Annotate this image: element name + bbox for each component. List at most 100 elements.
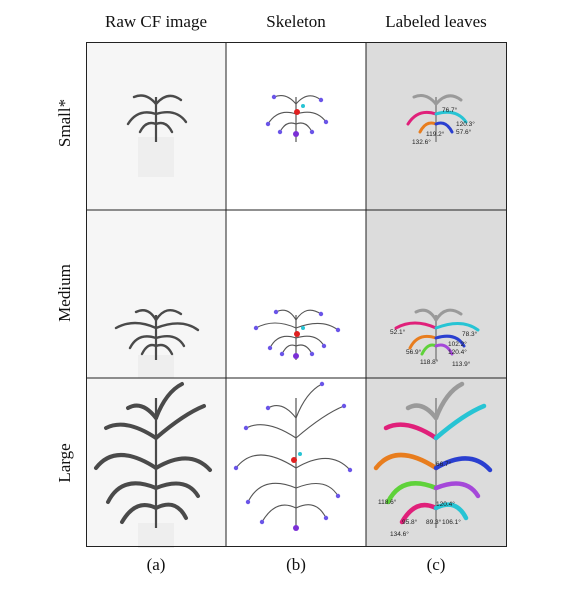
skeleton-junction-secondary xyxy=(298,452,302,456)
angle-label: 106.1° xyxy=(442,518,461,526)
plant-leaf xyxy=(154,382,184,420)
skeleton-node xyxy=(323,119,329,125)
plant-leaf xyxy=(154,111,188,124)
grid-border xyxy=(86,42,507,547)
angle-label: 132.6° xyxy=(412,138,431,146)
skeleton-node xyxy=(318,311,324,317)
panel-r2-c1 xyxy=(226,378,366,546)
column-title-skeleton: Skeleton xyxy=(266,12,326,31)
skeleton-branch xyxy=(235,454,297,469)
skeleton-node xyxy=(273,309,279,315)
skeleton-node xyxy=(293,525,299,531)
plant-leaf xyxy=(138,121,158,134)
column-title-raw: Raw CF image xyxy=(105,12,207,31)
skeleton-branch xyxy=(247,482,297,503)
labeled-leaf xyxy=(373,452,439,471)
skeleton-node xyxy=(341,403,347,409)
angle-label: 134.6° xyxy=(390,530,409,538)
angle-label: 66.7° xyxy=(436,460,452,468)
plant-leaf xyxy=(154,481,200,498)
skeleton-branch xyxy=(255,322,297,329)
plant-leaf xyxy=(140,343,158,356)
labeled-leaf xyxy=(434,121,454,134)
labeled-leaf xyxy=(434,110,468,124)
plant-leaf xyxy=(154,308,183,322)
angle-label: 120.4° xyxy=(436,500,455,508)
skeleton-node xyxy=(293,353,299,359)
skeleton-node xyxy=(309,129,315,135)
skeleton-node xyxy=(321,343,327,349)
labeled-leaf xyxy=(434,94,463,106)
plant-leaf xyxy=(126,111,158,126)
plant-leaf xyxy=(134,309,158,322)
plant-leaf xyxy=(94,453,158,470)
angle-label: 76.7° xyxy=(442,106,458,114)
labeled-leaf xyxy=(414,308,438,322)
skeleton-branch xyxy=(267,405,297,419)
labeled-leaf xyxy=(406,110,438,126)
labeled-leaf xyxy=(399,502,439,525)
labeled-leaf xyxy=(418,121,438,134)
skeleton-node xyxy=(259,519,265,525)
angle-label: 118.6° xyxy=(378,498,397,506)
plant-leaf xyxy=(154,343,174,356)
panel-r0-c2: 76.7° 120.3°57.6° 119.2°132.6° xyxy=(366,42,506,210)
plant-leaf xyxy=(154,456,212,472)
plant-leaf xyxy=(154,502,188,520)
pot-shape xyxy=(138,137,174,177)
skeleton-node xyxy=(265,405,271,411)
labeled-leaf xyxy=(433,481,481,499)
panel-r2-c0 xyxy=(86,378,226,548)
panel-r1-c0 xyxy=(86,210,226,395)
column-title-labeled: Labeled leaves xyxy=(385,12,487,31)
angle-label: 78.3° xyxy=(462,330,478,338)
panel-r0-c0 xyxy=(86,42,226,210)
plant-leaf xyxy=(154,404,206,440)
skeleton-node xyxy=(279,351,285,357)
labeled-leaf xyxy=(434,343,454,356)
angle-label: 118.8° xyxy=(420,358,439,366)
figure-grid: 76.7° 120.3°57.6° 119.2°132.6° 52.1° 78.3° 10… xyxy=(86,42,507,548)
skeleton-junction xyxy=(294,109,300,115)
skeleton-branch xyxy=(295,322,339,331)
panel-r1-c2: 52.1° 78.3° 102.2° 56.9° 120.4° 118.8° 113.9° xyxy=(366,210,506,378)
column-letter-c: (c) xyxy=(426,555,446,574)
labeled-leaf xyxy=(434,322,480,332)
plant-leaf xyxy=(132,94,158,106)
labeled-leaf xyxy=(405,403,439,421)
skeleton-node xyxy=(253,325,259,331)
column-letter-a: (a) xyxy=(146,555,166,574)
panel-r1-c1 xyxy=(226,210,366,378)
skeleton-branch xyxy=(245,424,297,439)
labeled-leaf xyxy=(433,456,493,473)
skeleton-node xyxy=(319,381,325,387)
plant-leaf xyxy=(154,121,174,134)
plant-leaf xyxy=(104,422,158,440)
plant-leaf xyxy=(120,503,158,524)
plant-leaf xyxy=(154,322,200,332)
skeleton-node xyxy=(293,131,299,137)
angle-label: 89.3° xyxy=(426,518,442,526)
plant-leaf xyxy=(128,335,158,350)
labeled-leaf xyxy=(433,502,469,521)
skeleton-branch xyxy=(295,383,323,419)
labeled-leaf xyxy=(394,321,438,330)
skeleton-node xyxy=(233,465,239,471)
panel-r2-c2: 66.7° 118.6° 120.4° 95.8° 89.3° 134.6° 106.1° xyxy=(366,378,506,546)
labeled-leaf xyxy=(408,334,438,350)
skeleton-branch xyxy=(295,482,339,497)
skeleton-node xyxy=(335,327,341,333)
skeleton-branch xyxy=(295,309,322,321)
labeled-leaf xyxy=(434,308,463,322)
labeled-leaf xyxy=(412,94,438,106)
skeleton-node xyxy=(265,121,271,127)
skeleton-branch xyxy=(295,95,322,105)
plant-leaf xyxy=(126,403,158,420)
skeleton-branch xyxy=(295,405,345,439)
skeleton-node xyxy=(267,345,273,351)
angle-label: 102.2° xyxy=(448,340,467,348)
skeleton-branch xyxy=(295,335,325,347)
column-letter-b: (b) xyxy=(286,555,306,574)
angle-label: 119.2° xyxy=(426,130,445,138)
row-label-medium: Medium xyxy=(55,264,74,322)
